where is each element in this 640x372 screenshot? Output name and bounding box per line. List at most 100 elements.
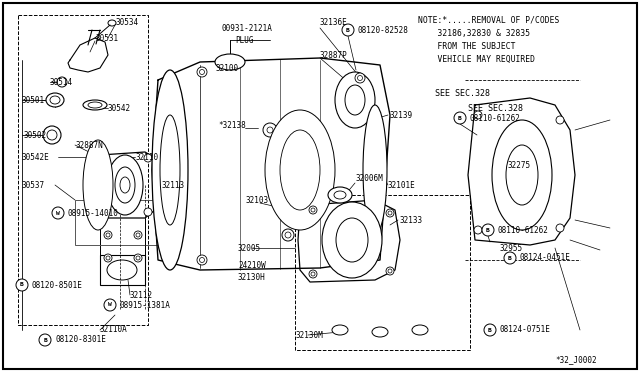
Text: 32110: 32110 (135, 153, 158, 161)
Text: 32103: 32103 (245, 196, 268, 205)
Ellipse shape (197, 67, 207, 77)
Ellipse shape (412, 325, 428, 335)
Ellipse shape (197, 255, 207, 265)
Text: 30542: 30542 (108, 103, 131, 112)
Text: 32275: 32275 (508, 160, 531, 170)
Text: *32_J0002: *32_J0002 (555, 356, 596, 365)
Text: SEE SEC.328: SEE SEC.328 (435, 89, 490, 97)
Ellipse shape (144, 208, 152, 216)
Text: 08915-14010: 08915-14010 (68, 208, 119, 218)
Ellipse shape (372, 327, 388, 337)
Ellipse shape (474, 226, 482, 234)
Text: B: B (20, 282, 24, 288)
Ellipse shape (96, 208, 104, 216)
Circle shape (16, 279, 28, 291)
Text: 08915-1381A: 08915-1381A (120, 301, 171, 310)
Ellipse shape (386, 267, 394, 275)
Ellipse shape (282, 229, 294, 241)
Ellipse shape (104, 231, 112, 239)
Text: 32110A: 32110A (100, 326, 128, 334)
Text: 32186,32830 & 32835: 32186,32830 & 32835 (418, 29, 530, 38)
Text: NOTE:*.....REMOVAL OF P/CODES: NOTE:*.....REMOVAL OF P/CODES (418, 16, 559, 25)
Text: 08110-61262: 08110-61262 (498, 225, 549, 234)
Circle shape (104, 299, 116, 311)
Polygon shape (88, 152, 158, 218)
Ellipse shape (332, 325, 348, 335)
Circle shape (52, 207, 64, 219)
Text: B: B (346, 28, 350, 32)
Text: 32955: 32955 (500, 244, 523, 253)
Ellipse shape (355, 73, 365, 83)
Circle shape (454, 112, 466, 124)
Text: 00931-2121A: 00931-2121A (222, 23, 273, 32)
Text: 30534: 30534 (115, 17, 138, 26)
Ellipse shape (556, 116, 564, 124)
Circle shape (342, 24, 354, 36)
Text: PLUG: PLUG (235, 35, 253, 45)
Ellipse shape (474, 111, 482, 119)
Text: VEHICLE MAY REQUIRED: VEHICLE MAY REQUIRED (418, 55, 535, 64)
Ellipse shape (265, 110, 335, 230)
Circle shape (482, 224, 494, 236)
Ellipse shape (355, 253, 365, 263)
Text: 08124-0751E: 08124-0751E (500, 326, 551, 334)
Circle shape (504, 252, 516, 264)
Text: 32130H: 32130H (238, 273, 266, 282)
Text: *32138: *32138 (218, 121, 246, 129)
Text: 32006M: 32006M (355, 173, 383, 183)
Text: 32112: 32112 (130, 291, 153, 299)
Text: FROM THE SUBJECT: FROM THE SUBJECT (418, 42, 515, 51)
Text: 08120-8501E: 08120-8501E (32, 280, 83, 289)
Ellipse shape (363, 105, 387, 235)
Ellipse shape (104, 254, 112, 262)
Ellipse shape (107, 155, 143, 215)
Ellipse shape (309, 270, 317, 278)
Ellipse shape (492, 120, 552, 230)
Text: 30514: 30514 (50, 77, 73, 87)
Bar (75, 200, 165, 245)
Text: B: B (486, 228, 490, 232)
Text: 08120-8301E: 08120-8301E (55, 336, 106, 344)
Polygon shape (468, 98, 575, 245)
Text: B: B (488, 327, 492, 333)
Text: 32130M: 32130M (295, 330, 323, 340)
Text: 32887N: 32887N (75, 141, 103, 150)
Text: B: B (458, 115, 462, 121)
Text: 32101E: 32101E (388, 180, 416, 189)
Ellipse shape (83, 140, 113, 230)
Circle shape (484, 324, 496, 336)
Polygon shape (68, 38, 108, 72)
Ellipse shape (309, 206, 317, 214)
Text: 32100: 32100 (215, 64, 238, 73)
Text: 32887P: 32887P (320, 51, 348, 60)
Text: B: B (43, 337, 47, 343)
Text: 30502: 30502 (24, 131, 47, 140)
Ellipse shape (335, 72, 375, 128)
Text: SEE SEC.328: SEE SEC.328 (468, 103, 523, 112)
Ellipse shape (46, 93, 64, 107)
Text: 32136E: 32136E (320, 17, 348, 26)
Ellipse shape (83, 100, 107, 110)
Ellipse shape (322, 202, 382, 278)
Ellipse shape (263, 123, 277, 137)
Ellipse shape (386, 209, 394, 217)
Bar (100, 255, 145, 285)
Text: 30542E: 30542E (22, 153, 50, 161)
Text: 30501: 30501 (22, 96, 45, 105)
Ellipse shape (144, 154, 152, 162)
Circle shape (39, 334, 51, 346)
Text: W: W (108, 302, 112, 308)
Ellipse shape (96, 154, 104, 162)
Ellipse shape (328, 187, 352, 203)
Text: 08124-0451E: 08124-0451E (520, 253, 571, 263)
Ellipse shape (134, 254, 142, 262)
Ellipse shape (134, 231, 142, 239)
Text: 32113: 32113 (162, 180, 185, 189)
Text: 08110-61262: 08110-61262 (470, 113, 521, 122)
Text: 32005: 32005 (238, 244, 261, 253)
Ellipse shape (556, 224, 564, 232)
Ellipse shape (152, 70, 188, 270)
FancyBboxPatch shape (3, 3, 637, 369)
Text: 08120-82528: 08120-82528 (357, 26, 408, 35)
Ellipse shape (215, 54, 245, 70)
